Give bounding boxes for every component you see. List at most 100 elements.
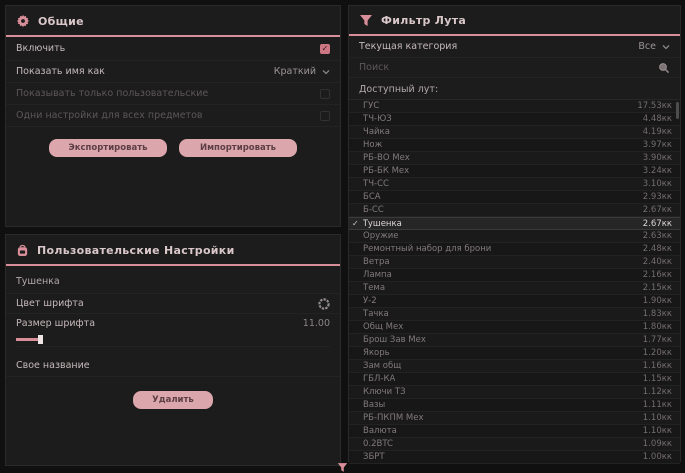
export-button[interactable]: Экспортировать	[49, 139, 167, 157]
loot-item-name: РБ-ВО Мех	[363, 153, 410, 163]
setting-row-enable: Включить ✓	[6, 37, 340, 61]
enable-label: Включить	[16, 43, 66, 54]
loot-item-value: 1.20кк	[642, 348, 672, 358]
loot-item-row[interactable]: Общ Мех 1.80кк	[349, 321, 680, 334]
custom-name-label: Свое название	[16, 360, 90, 371]
loot-item-value: 3.90кк	[642, 153, 672, 163]
delete-button[interactable]: Удалить	[133, 391, 213, 409]
loot-item-name-wrap: Зам общ	[363, 361, 401, 371]
loot-item-value: 1.09кк	[642, 439, 672, 449]
backpack-icon	[17, 244, 28, 257]
loot-item-name-wrap: ТЧ-СС	[363, 179, 389, 189]
loot-item-row[interactable]: РБ-БК Мех 3.24кк	[349, 165, 680, 178]
loot-item-value: 2.40кк	[642, 257, 672, 267]
loot-item-row[interactable]: Чайка 4.19кк	[349, 126, 680, 139]
loot-item-row[interactable]: Ремонтный набор для брони 2.48кк	[349, 243, 680, 256]
loot-item-name-wrap: БСА	[363, 192, 381, 202]
loot-item-row[interactable]: 0.2BTC 1.09кк	[349, 438, 680, 451]
slider-handle[interactable]	[38, 335, 43, 344]
loot-item-row[interactable]: ЗБРТ 1.00кк	[349, 451, 680, 464]
loot-item-row[interactable]: Ключи ТЗ 1.12кк	[349, 386, 680, 399]
loot-item-name-wrap: ✓ Тушенка	[352, 219, 402, 229]
funnel-icon	[360, 15, 372, 26]
setting-row-only-custom: Показывать только пользовательские ✓	[6, 83, 340, 105]
chevron-down-icon	[322, 69, 330, 74]
loot-item-value: 2.16кк	[642, 270, 672, 280]
list-scrollbar[interactable]	[676, 102, 679, 119]
export-import-row: Экспортировать Импортировать	[6, 139, 340, 157]
loot-item-name-wrap: Общ Мех	[363, 322, 403, 332]
category-row: Текущая категория Все	[349, 36, 680, 58]
loot-item-row[interactable]: Якорь 1.20кк	[349, 347, 680, 360]
loot-item-value: 1.12кк	[642, 387, 672, 397]
loot-item-value: 3.97кк	[642, 140, 672, 150]
only-custom-checkbox[interactable]: ✓	[320, 88, 330, 99]
loot-item-row[interactable]: Вазы 1.11кк	[349, 399, 680, 412]
loot-item-value: 4.19кк	[642, 127, 672, 137]
loot-item-name-wrap: Б-СС	[363, 205, 384, 215]
loot-item-row[interactable]: Валюта 1.10кк	[349, 425, 680, 438]
loot-item-row[interactable]: ТЧ-ЮЗ 4.48кк	[349, 113, 680, 126]
loot-item-row[interactable]: ГБЛ-КА 1.15кк	[349, 373, 680, 386]
loot-item-row[interactable]: РБ-ПКПМ Мех 1.10кк	[349, 412, 680, 425]
loot-item-row[interactable]: РБ-ВО Мех 3.90кк	[349, 152, 680, 165]
custom-name-row: Свое название	[6, 355, 340, 377]
name-mode-select[interactable]: Краткий	[274, 66, 330, 77]
category-value: Все	[638, 41, 656, 52]
loot-item-row[interactable]: Тема 2.15кк	[349, 282, 680, 295]
font-size-row: Размер шрифта 11.00	[6, 313, 340, 333]
loot-item-name-wrap: Оружие	[363, 231, 399, 241]
loot-item-name-wrap: Брош Зав Мех	[363, 335, 426, 345]
funnel-handle-icon[interactable]	[337, 462, 348, 473]
import-button[interactable]: Импортировать	[179, 139, 297, 157]
accent-divider	[349, 34, 680, 36]
loot-item-row[interactable]: ✓ Тушенка 2.67кк	[349, 217, 680, 230]
selected-item-name: Тушенка	[16, 276, 60, 287]
loot-item-value: 2.67кк	[642, 218, 672, 229]
loot-item-row[interactable]: Брош Зав Мех 1.77кк	[349, 334, 680, 347]
loot-item-row[interactable]: Ветра 2.40кк	[349, 256, 680, 269]
enable-checkbox[interactable]: ✓	[320, 43, 330, 54]
color-wheel-icon[interactable]	[318, 297, 330, 310]
loot-item-row[interactable]: Нож 3.97кк	[349, 139, 680, 152]
search-row	[349, 58, 680, 78]
chevron-down-icon	[662, 44, 670, 49]
loot-item-name-wrap: 0.2BTC	[363, 439, 393, 449]
font-color-label: Цвет шрифта	[16, 298, 84, 309]
loot-item-row[interactable]: У-2 1.90кк	[349, 295, 680, 308]
same-settings-checkbox[interactable]: ✓	[320, 110, 330, 121]
loot-item-row[interactable]: ГУС 17.53кк	[349, 100, 680, 113]
loot-item-name: Якорь	[363, 348, 390, 358]
loot-item-row[interactable]: Оружие 2.63кк	[349, 230, 680, 243]
accent-divider	[6, 264, 340, 266]
loot-item-row[interactable]: Б-СС 2.67кк	[349, 204, 680, 217]
loot-item-name: ЗБРТ	[363, 452, 385, 462]
category-select[interactable]: Все	[638, 41, 670, 52]
loot-item-value: 2.93кк	[642, 192, 672, 202]
custom-name-input[interactable]	[97, 360, 330, 371]
loot-item-value: 17.53кк	[637, 101, 672, 111]
setting-row-same-settings: Одни настройки для всех предметов ✓	[6, 105, 340, 127]
custom-panel-header: Пользовательские Настройки	[6, 235, 340, 264]
loot-item-name: Ремонтный набор для брони	[363, 244, 492, 254]
loot-item-name-wrap: Нож	[363, 140, 382, 150]
loot-item-row[interactable]: ТЧ-СС 3.10кк	[349, 178, 680, 191]
font-size-slider[interactable]	[16, 333, 330, 347]
loot-item-name: Валюта	[363, 426, 397, 436]
loot-item-row[interactable]: Лампа 2.16кк	[349, 269, 680, 282]
general-settings-panel: Общие Включить ✓ Показать имя как Кратки…	[5, 5, 341, 227]
font-color-row[interactable]: Цвет шрифта	[6, 293, 340, 313]
loot-item-row[interactable]: Зам общ 1.16кк	[349, 360, 680, 373]
loot-item-name: Лампа	[363, 270, 392, 280]
loot-item-name: Тушенка	[362, 218, 402, 229]
search-icon[interactable]	[658, 62, 670, 74]
font-size-value: 11.00	[302, 318, 330, 329]
loot-item-row[interactable]: БСА 2.93кк	[349, 191, 680, 204]
loot-item-row[interactable]: Тачка 1.83кк	[349, 308, 680, 321]
loot-item-name: ГБЛ-КА	[363, 374, 396, 384]
same-settings-label: Одни настройки для всех предметов	[16, 110, 203, 121]
search-input[interactable]	[359, 62, 652, 73]
loot-item-name: Тачка	[363, 309, 389, 319]
name-mode-value: Краткий	[273, 66, 316, 77]
loot-item-name: 0.2BTC	[363, 439, 393, 449]
